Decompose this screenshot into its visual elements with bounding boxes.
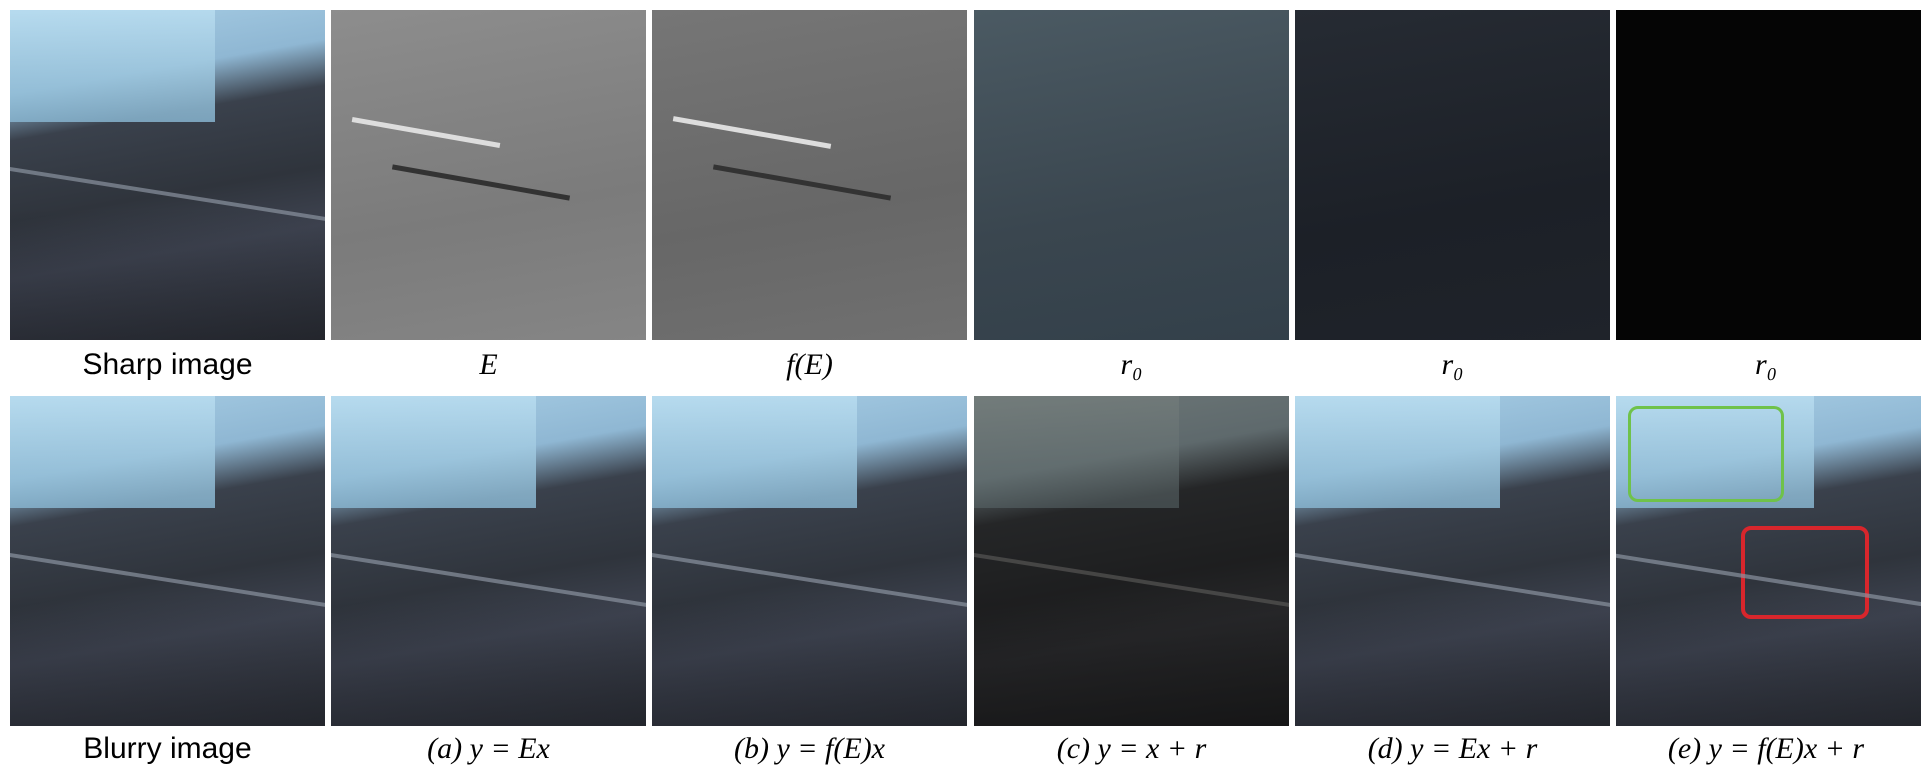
caption: (a) y = Ex xyxy=(331,732,646,766)
residual-c xyxy=(974,10,1289,340)
result-a xyxy=(331,396,646,726)
row-label: Sharp image xyxy=(10,348,325,382)
caption: E xyxy=(331,348,646,382)
result-c xyxy=(974,396,1289,726)
residual-e xyxy=(1616,10,1921,340)
caption: r₀ xyxy=(1295,348,1610,382)
map-e xyxy=(331,10,646,340)
residual-d xyxy=(1295,10,1610,340)
blurry-image xyxy=(10,396,325,726)
caption: r₀ xyxy=(974,348,1289,382)
row-label: Blurry image xyxy=(10,732,325,766)
caption: f(E) xyxy=(652,348,967,382)
page: {"rows": [ {"label": "Sharp image", "cap… xyxy=(0,0,1921,774)
result-b xyxy=(652,396,967,726)
highlight-red xyxy=(1741,526,1869,619)
caption: (e) y = f(E)x + r xyxy=(1611,732,1921,766)
caption: (c) y = x + r xyxy=(974,732,1289,766)
caption: (b) y = f(E)x xyxy=(652,732,967,766)
caption: (d) y = Ex + r xyxy=(1295,732,1610,766)
map-fe xyxy=(652,10,967,340)
result-e xyxy=(1616,396,1921,726)
caption: r₀ xyxy=(1611,348,1921,382)
result-d xyxy=(1295,396,1610,726)
highlight-green xyxy=(1628,406,1784,502)
sharp-image xyxy=(10,10,325,340)
